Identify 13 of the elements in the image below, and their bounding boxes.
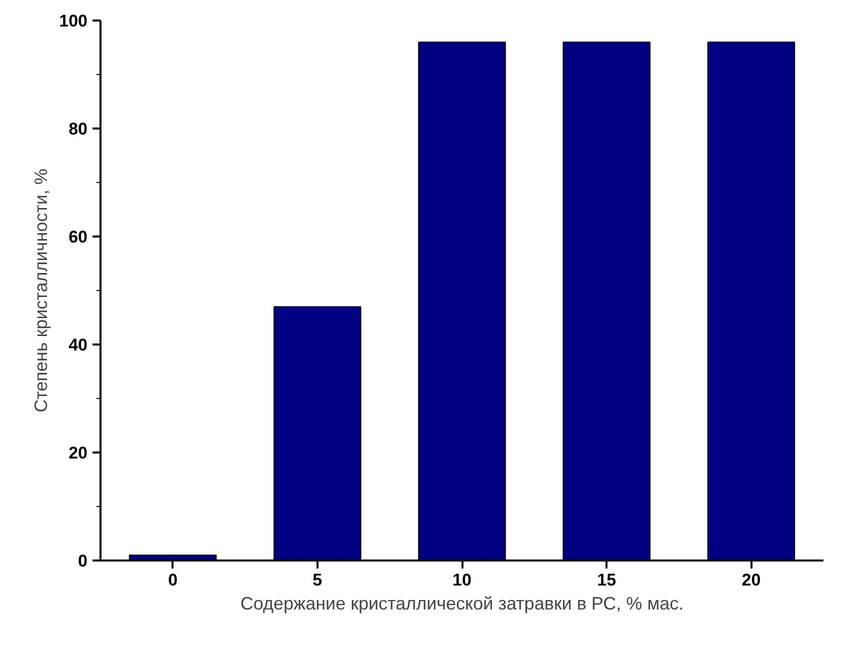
y-tick-label: 60	[68, 228, 88, 246]
x-tick-label: 10	[452, 570, 472, 590]
x-tick-label: 0	[168, 570, 178, 590]
y-tick-label: 40	[68, 336, 88, 354]
y-axis-title: Степень кристалличности, %	[31, 168, 52, 412]
y-tick-label: 80	[68, 120, 88, 138]
x-axis-title: Содержание кристаллической затравки в РС, % мас.	[240, 594, 684, 614]
y-tick-label: 0	[78, 552, 88, 570]
y-tick-label: 100	[59, 12, 88, 30]
x-tick-label: 15	[597, 570, 616, 590]
y-tick-label: 20	[68, 444, 88, 462]
x-tick-label: 20	[742, 570, 761, 590]
x-tick-label: 5	[312, 570, 322, 590]
